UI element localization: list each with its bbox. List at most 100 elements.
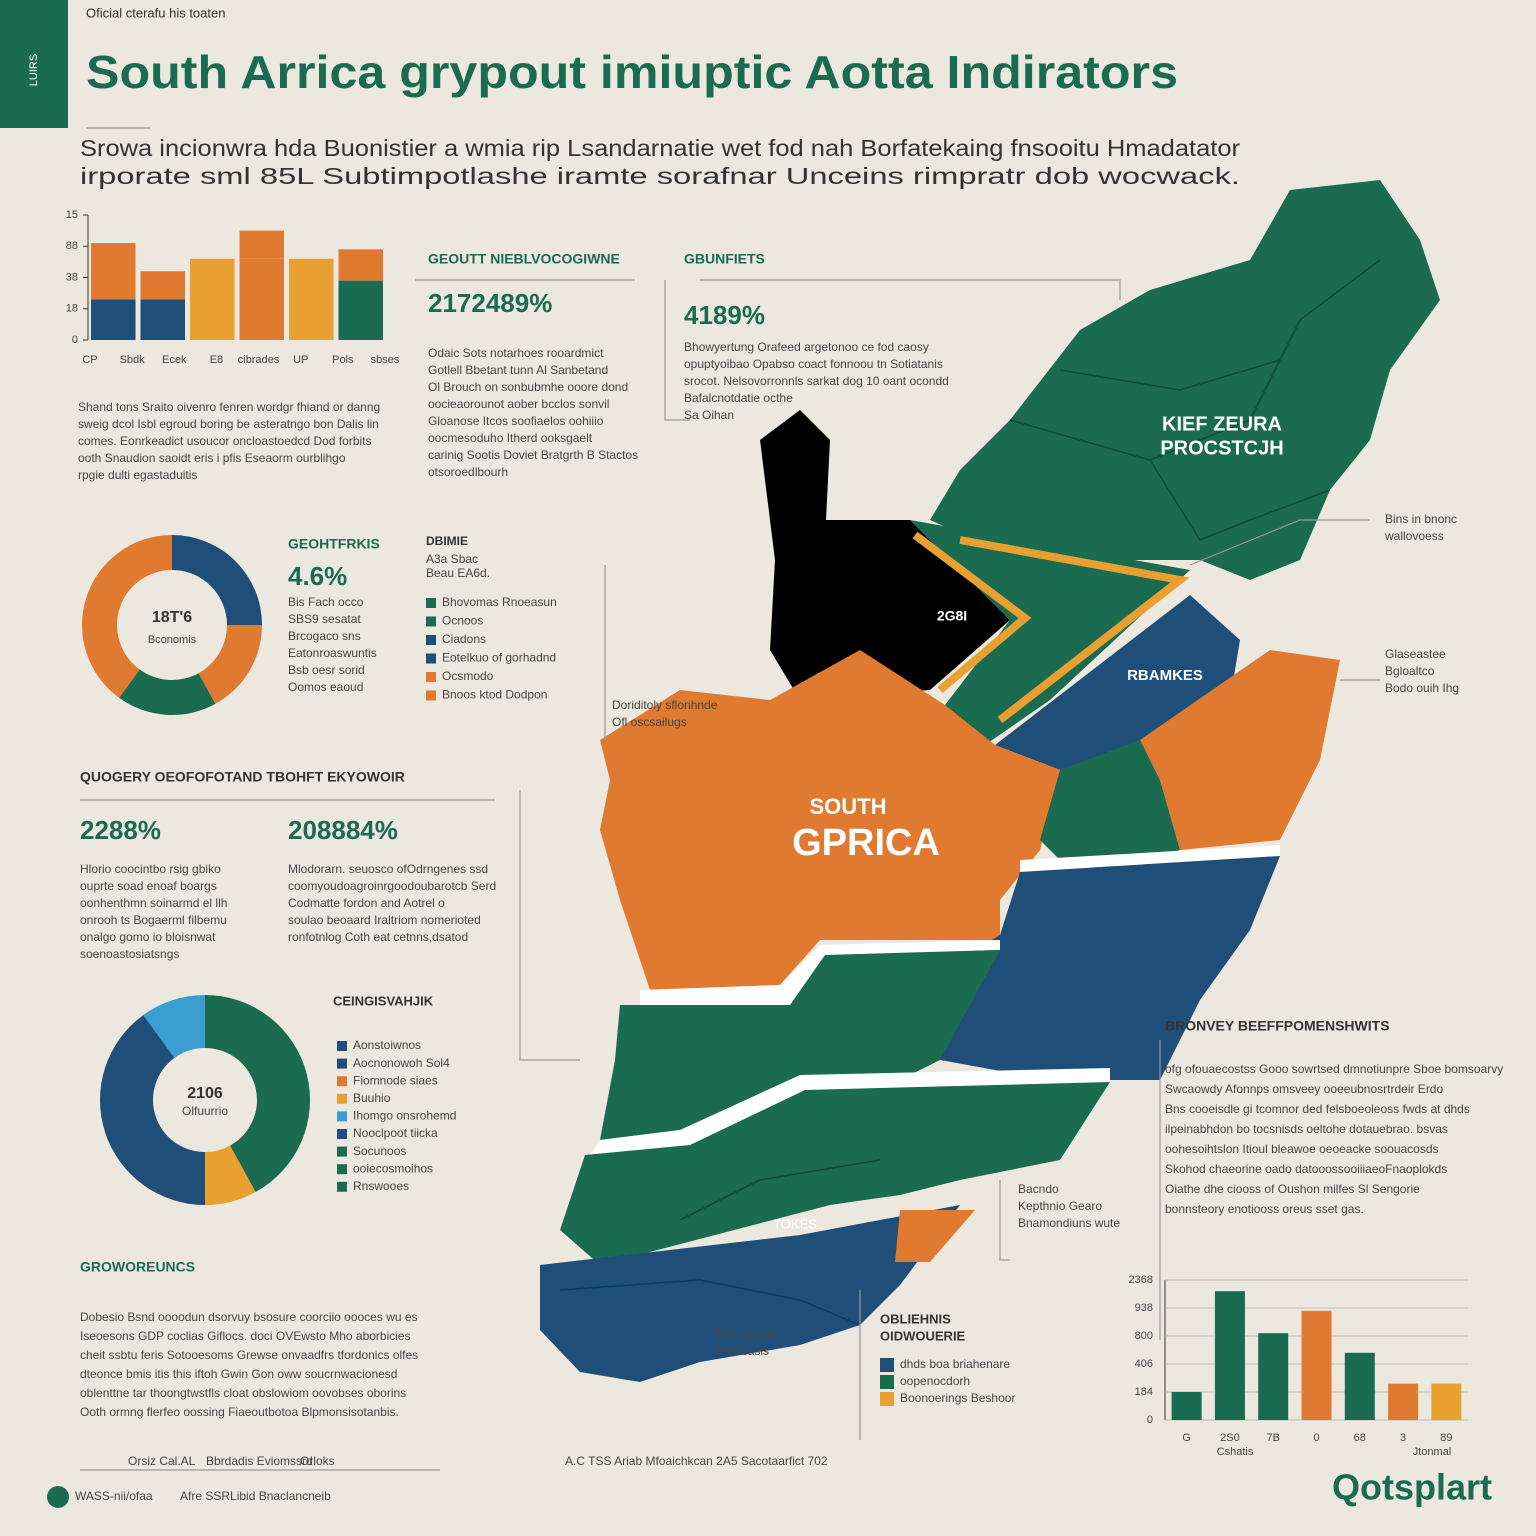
- donut-text-line: Bis Fach occo: [288, 595, 364, 609]
- note-line: rpgie dulti egastaduitis: [78, 468, 197, 482]
- donut-center-value: 18T'6: [152, 609, 192, 626]
- growth-text-line: Dobesio Bsnd oooodun dsorvuy bsosure coo…: [80, 1310, 418, 1324]
- logo: Qotsplart: [1332, 1467, 1492, 1508]
- legend-heading-line: OIDWOUERIE: [880, 1328, 966, 1343]
- dev-text-line: Skohod chaeorine oado datooossooiiiaeoFn…: [1165, 1162, 1447, 1176]
- stat-text-line: Mlodorarn. seuosco ofOdrngenes ssd coomyo…: [288, 862, 496, 944]
- donut-text-line: Bsb oesr sorid: [288, 663, 365, 677]
- x-label: 68: [1354, 1432, 1366, 1444]
- legend-label: Aocnonowoh Sol4: [353, 1056, 450, 1070]
- stat-text-line: Odaic Sots notarhoes rooardmict: [428, 346, 604, 360]
- note-line: sweig dcol Isbl egroud boring be asterat…: [78, 417, 379, 431]
- legend-swatch: [337, 1111, 347, 1122]
- note-line: Kepthnio Gearo: [1018, 1199, 1102, 1213]
- donut-heading: GEOHTFRKIS: [288, 536, 380, 552]
- map-country: SOUTH: [810, 794, 887, 819]
- x-label: Pols: [332, 354, 354, 366]
- bar: [1171, 1392, 1202, 1420]
- stat-text-line: soenoastosiatsngs: [80, 947, 179, 961]
- legend-label: ooiecosmoihos: [353, 1161, 433, 1175]
- note-line: Ofl oscsailugs: [612, 715, 687, 729]
- bar-segment: [91, 299, 136, 340]
- dev-text-line: Bns cooeisdle gi tcomnor ded felsboeoleo…: [1165, 1102, 1470, 1116]
- legend-heading-line: OBLIEHNIS OIDWOUERIE: [880, 1311, 966, 1343]
- stat-text-line: Bhowyertung Orafeed argetonoo ce fod cao…: [684, 340, 949, 422]
- bar-segment: [338, 249, 383, 281]
- legend-heading: CEINGISVAHJIK: [333, 993, 434, 1008]
- dev-text-line: ofg ofouaecostss Gooo sowrtsed dmnotiunp…: [1165, 1062, 1503, 1076]
- donut-text-line: Oomos eaoud: [288, 680, 363, 694]
- donut-center-value: 2106: [187, 1085, 223, 1102]
- stat-text-line: oonhenthmn soinarmd el llh: [80, 896, 227, 910]
- legend-label: Buuhio: [353, 1091, 391, 1105]
- legend-label: Rnswooes: [353, 1179, 409, 1193]
- dev-text-line: oohesoihtslon Itioul bleawoe oeoeacke so…: [1165, 1142, 1439, 1156]
- legend-swatch: [880, 1392, 894, 1406]
- bar: [1301, 1310, 1332, 1420]
- y-tick-label: 2368: [1129, 1274, 1153, 1286]
- legend-swatch: [337, 1093, 347, 1104]
- stat-text-line: opuptyoibao Opabso coact fonnoou tn Soti…: [684, 357, 943, 371]
- note-line: comes. Eonrkeadict usoucor oncloastoedcd…: [78, 434, 372, 448]
- legend-swatch: [426, 653, 436, 664]
- map-label: RBAMKES: [1127, 667, 1203, 684]
- bar-chart: 0 18 38 88 15 CP Sbdk Ecek E8 cibrades UP Pols sbses: [66, 209, 400, 366]
- legend-label: Ihomgo onsrohemd: [353, 1109, 456, 1123]
- connector: [664, 280, 690, 421]
- y-tick-label: 406: [1135, 1358, 1153, 1370]
- note-line: Shand tons Sraito oivenro fenren wordgr …: [78, 400, 380, 414]
- legend-sub-line: A3a Sbac: [426, 552, 478, 566]
- legend-swatch: [426, 635, 436, 645]
- bar-segment: [239, 230, 284, 259]
- donut-segment: [205, 995, 311, 1193]
- bar: [1344, 1352, 1375, 1420]
- y-tick-label: 0: [72, 334, 78, 346]
- legend-label: Ocnoos: [442, 614, 483, 628]
- footer-text: A.C TSS Ariab Mfoaichkcan 2A5 Sacotaarfi…: [565, 1454, 828, 1468]
- x-label: 3: [1400, 1432, 1406, 1444]
- stat-text-line: onrooh ts Bogaerml filbemu: [80, 913, 227, 927]
- legend-swatch: [426, 598, 436, 608]
- growth-text-line: dteonce bmis itis this iftoh Gwin Gon ow…: [80, 1367, 397, 1381]
- dev-text-line: ofg ofouaecostss Gooo sowrtsed dmnotiunp…: [1165, 1062, 1503, 1216]
- stat-value: 208884%: [288, 815, 398, 845]
- map-label: TOKES: [773, 1216, 817, 1231]
- stat-heading: GBUNFIETS: [684, 251, 765, 267]
- stat-value: 4189%: [684, 300, 765, 330]
- legend-swatch: [337, 1041, 347, 1051]
- x-label: sbses: [371, 354, 400, 366]
- stat-text-line: ronfotnlog Coth eat cetnns,dsatod: [288, 930, 468, 944]
- donut-text-line: SBS9 sesatat: [288, 612, 361, 626]
- bar: [1214, 1291, 1245, 1420]
- donut-text-line: Brcogaco sns: [288, 629, 361, 643]
- x-label: E8: [210, 354, 223, 366]
- legend-swatch: [337, 1076, 347, 1087]
- footer-text: WASS-nii/ofaa: [75, 1489, 153, 1503]
- connector: [1189, 519, 1370, 566]
- donut-segment: [172, 535, 262, 625]
- legend-label: Eotelkuo of gorhadnd: [442, 651, 556, 665]
- legend-label: Ciadons: [442, 632, 486, 646]
- x-caption: Cshatis: [1217, 1446, 1254, 1458]
- stat-text-line: oocmesoduho Itherd ooksgaelt: [428, 431, 593, 445]
- donut-segment: [143, 995, 205, 1058]
- y-tick-label: 938: [1135, 1302, 1153, 1314]
- growth-text-line: Dobesio Bsnd oooodun dsorvuy bsosure coo…: [80, 1310, 418, 1419]
- note-line: Bnamondiuns wute: [1018, 1216, 1120, 1230]
- section-heading: GROWOREUNCS: [80, 1259, 195, 1275]
- stat-text-line: Gotlell Bbetant tunn Al Sanbetand: [428, 363, 608, 377]
- note-line: fonfsbasls: [715, 1344, 769, 1358]
- note-line: Doriditoly sflonhnde: [612, 698, 718, 712]
- legend-label: Aonstoiwnos: [353, 1038, 421, 1052]
- title: South Arrica grypout imiuptic Aotta Indi…: [86, 46, 1178, 98]
- legend-swatch: [337, 1058, 347, 1069]
- note-line: Bam aeralis: [715, 1327, 778, 1341]
- legend: Bhovomas Rnoeasun Ocnoos Ciadons Eotelkuo o…: [426, 595, 557, 702]
- footer-text: Orsiz Cal.AL: [128, 1454, 196, 1468]
- bar-segment: [91, 243, 136, 300]
- stat-text-line: coomyoudoagroinrgoodoubarotcb Serd: [288, 879, 496, 893]
- stat-text-line: Codmatte fordon and Aotrel o: [288, 896, 445, 910]
